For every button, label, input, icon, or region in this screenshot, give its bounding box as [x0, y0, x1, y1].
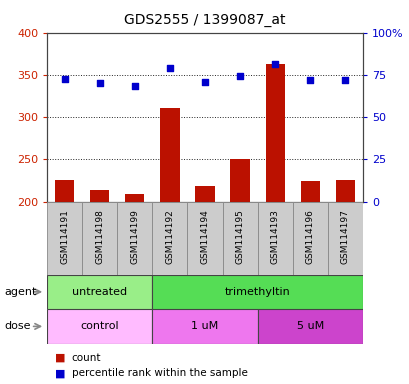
Bar	[47, 275, 152, 309]
Bar	[257, 202, 292, 275]
Point	[131, 83, 138, 89]
Text: 5 uM: 5 uM	[296, 321, 323, 331]
Text: GSM114195: GSM114195	[235, 209, 244, 264]
Point	[201, 79, 208, 85]
Bar	[125, 194, 144, 202]
Bar	[152, 275, 362, 309]
Bar	[257, 309, 362, 344]
Text: ■: ■	[55, 353, 66, 363]
Bar	[90, 190, 109, 202]
Text: trimethyltin: trimethyltin	[224, 287, 290, 297]
Point	[96, 80, 103, 86]
Point	[306, 77, 313, 83]
Text: GSM114199: GSM114199	[130, 209, 139, 264]
Bar	[117, 202, 152, 275]
Text: percentile rank within the sample: percentile rank within the sample	[72, 368, 247, 378]
Text: count: count	[72, 353, 101, 363]
Text: GSM114192: GSM114192	[165, 209, 174, 264]
Bar	[152, 309, 257, 344]
Text: untreated: untreated	[72, 287, 127, 297]
Bar	[230, 159, 249, 202]
Text: ■: ■	[55, 368, 66, 378]
Point	[236, 73, 243, 79]
Bar	[187, 202, 222, 275]
Point	[166, 65, 173, 71]
Text: GSM114191: GSM114191	[60, 209, 69, 264]
Text: agent: agent	[4, 287, 36, 297]
Bar	[335, 180, 354, 202]
Text: control: control	[80, 321, 119, 331]
Point	[341, 77, 348, 83]
Bar	[160, 108, 179, 202]
Bar	[195, 185, 214, 202]
Bar	[82, 202, 117, 275]
Text: GDS2555 / 1399087_at: GDS2555 / 1399087_at	[124, 13, 285, 27]
Bar	[55, 180, 74, 202]
Bar	[47, 309, 152, 344]
Bar	[300, 181, 319, 202]
Text: GSM114196: GSM114196	[305, 209, 314, 264]
Bar	[292, 202, 327, 275]
Bar	[152, 202, 187, 275]
Point	[61, 76, 68, 82]
Bar	[47, 202, 82, 275]
Text: GSM114198: GSM114198	[95, 209, 104, 264]
Point	[271, 61, 278, 67]
Text: 1 uM: 1 uM	[191, 321, 218, 331]
Bar	[265, 64, 284, 202]
Text: GSM114194: GSM114194	[200, 209, 209, 264]
Text: dose: dose	[4, 321, 31, 331]
Bar	[327, 202, 362, 275]
Bar	[222, 202, 257, 275]
Text: GSM114193: GSM114193	[270, 209, 279, 264]
Text: GSM114197: GSM114197	[340, 209, 349, 264]
